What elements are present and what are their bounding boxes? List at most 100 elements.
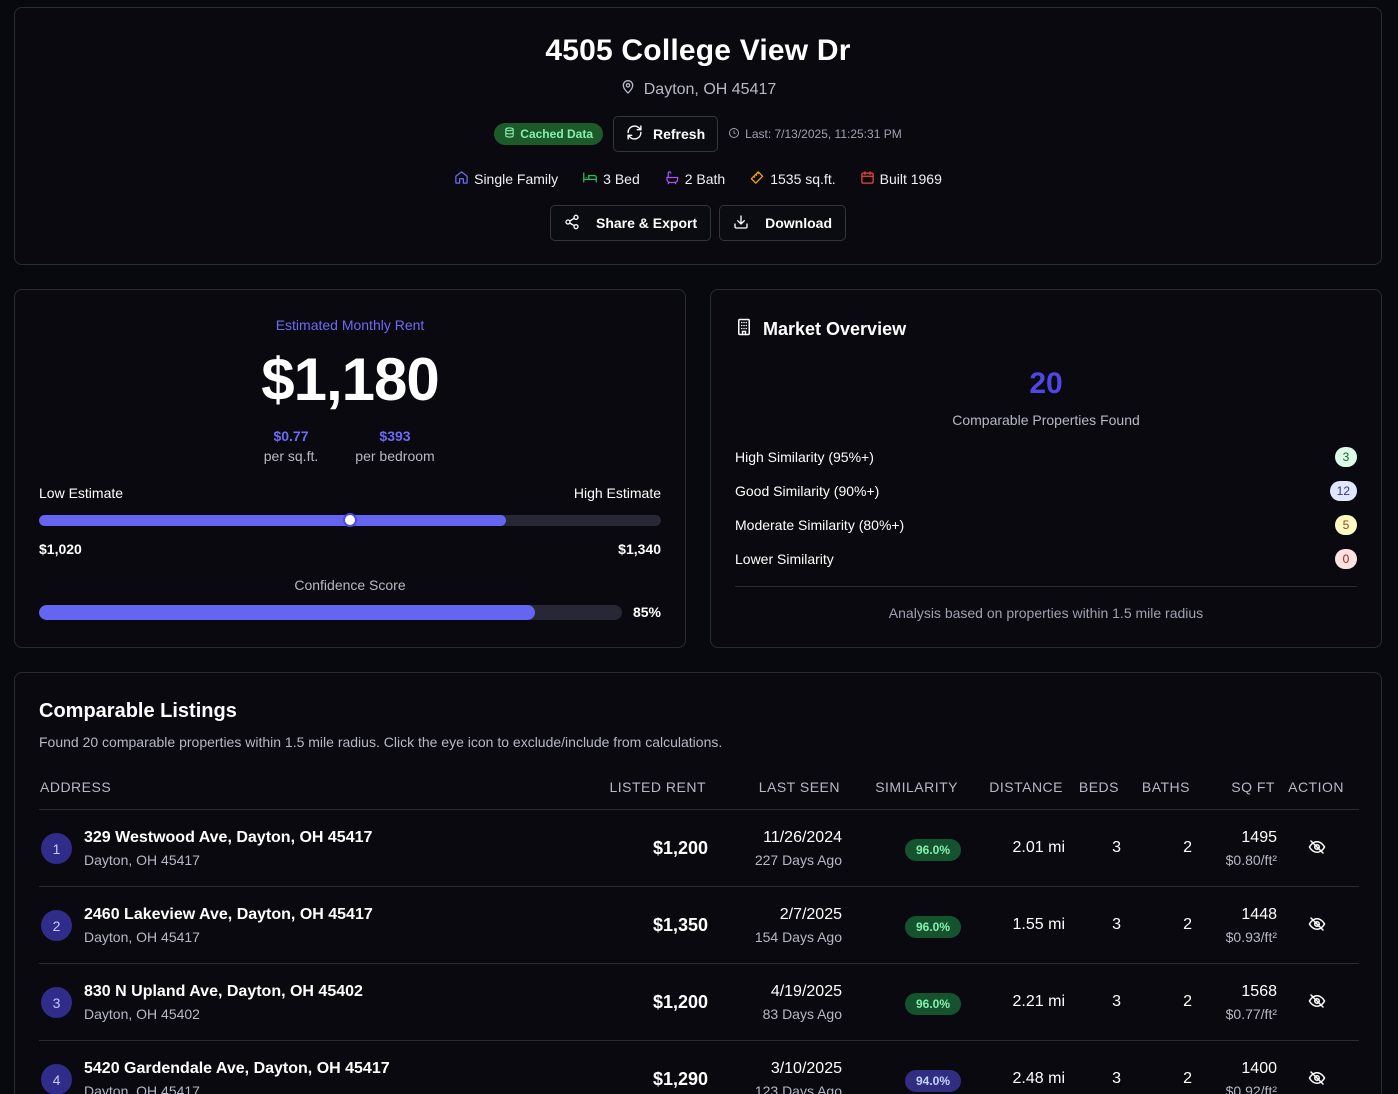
row-sqft: 1568 <box>1241 983 1277 1000</box>
row-last-seen-date: 3/10/2025 <box>770 1060 842 1077</box>
row-price-per-sqft: $0.80/ft² <box>1225 852 1277 868</box>
row-index-badge: 4 <box>41 1064 72 1094</box>
row-beds: 3 <box>1112 1070 1121 1087</box>
confidence-score-value: 85% <box>632 604 661 620</box>
download-label: Download <box>765 215 833 231</box>
similarity-tier-high: High Similarity (95%+) 3 <box>735 446 1357 468</box>
row-distance: 1.55 mi <box>1012 916 1065 933</box>
row-last-seen-date: 2/7/2025 <box>779 906 842 923</box>
tier-count-badge: 3 <box>1335 447 1357 467</box>
table-row[interactable]: 1 329 Westwood Ave, Dayton, OH 45417 Day… <box>39 810 1359 887</box>
exclude-toggle-button[interactable] <box>1307 916 1327 936</box>
exclude-toggle-button[interactable] <box>1307 1070 1327 1090</box>
row-city: Dayton, OH 45402 <box>84 1006 200 1022</box>
last-updated: Last: 7/13/2025, 11:25:31 PM <box>728 127 902 142</box>
row-distance: 2.21 mi <box>1012 993 1065 1010</box>
rent-estimate-value: $1,180 <box>261 346 440 413</box>
per-bedroom-metric: $393 per bedroom <box>345 428 445 464</box>
refresh-button[interactable]: Refresh <box>613 116 719 152</box>
row-beds: 3 <box>1112 993 1121 1010</box>
feature-sqft: 1535 sq.ft. <box>749 170 836 188</box>
market-overview-header: Market Overview <box>735 318 906 341</box>
similarity-tier-good: Good Similarity (90%+) 12 <box>735 480 1357 502</box>
row-last-seen-ago: 154 Days Ago <box>754 929 842 945</box>
row-baths: 2 <box>1183 916 1192 933</box>
eye-off-icon <box>1308 1069 1326 1092</box>
row-similarity-badge: 96.0% <box>904 993 961 1015</box>
column-header-sqft[interactable]: Sq Ft <box>1231 779 1275 795</box>
column-header-last-seen[interactable]: Last Seen <box>758 779 840 795</box>
row-address: 329 Westwood Ave, Dayton, OH 45417 <box>84 829 373 846</box>
row-distance: 2.48 mi <box>1012 1070 1065 1087</box>
eye-off-icon <box>1308 838 1326 861</box>
feature-baths-text: 2 Bath <box>684 171 726 187</box>
listings-subtitle: Found 20 comparable properties within 1.… <box>39 734 723 750</box>
exclude-toggle-button[interactable] <box>1307 839 1327 859</box>
column-header-distance[interactable]: Distance <box>989 779 1063 795</box>
tier-count-badge: 0 <box>1335 549 1357 569</box>
estimate-position-marker <box>343 513 357 527</box>
property-address-title: 4505 College View Dr <box>545 34 851 67</box>
table-row[interactable]: 4 5420 Gardendale Ave, Dayton, OH 45417 … <box>39 1041 1359 1094</box>
exclude-toggle-button[interactable] <box>1307 993 1327 1013</box>
column-header-action: Action <box>1288 779 1344 795</box>
listings-title: Comparable Listings <box>39 700 237 722</box>
table-row[interactable]: 2 2460 Lakeview Ave, Dayton, OH 45417 Da… <box>39 887 1359 964</box>
column-header-similarity[interactable]: Similarity <box>875 779 958 795</box>
row-address: 2460 Lakeview Ave, Dayton, OH 45417 <box>84 906 373 923</box>
per-sqft-label: per sq.ft. <box>263 448 319 464</box>
property-location-text: Dayton, OH 45417 <box>643 80 777 98</box>
download-icon <box>733 214 749 233</box>
per-bedroom-label: per bedroom <box>355 448 435 464</box>
confidence-score-label: Confidence Score <box>294 577 406 593</box>
row-sqft: 1448 <box>1241 906 1277 923</box>
row-city: Dayton, OH 45417 <box>84 929 200 945</box>
column-header-beds[interactable]: Beds <box>1078 779 1119 795</box>
download-button[interactable]: Download <box>719 205 847 241</box>
row-address: 5420 Gardendale Ave, Dayton, OH 45417 <box>84 1060 390 1077</box>
rent-estimate-label: Estimated Monthly Rent <box>275 317 425 333</box>
table-row[interactable]: 3 830 N Upland Ave, Dayton, OH 45402 Day… <box>39 964 1359 1041</box>
clock-icon <box>728 127 740 142</box>
estimate-range-fill <box>39 515 506 526</box>
share-export-label: Share & Export <box>595 215 698 231</box>
similarity-tier-lower: Lower Similarity 0 <box>735 548 1357 570</box>
market-analysis-note: Analysis based on properties within 1.5 … <box>888 605 1204 621</box>
tier-count-badge: 5 <box>1335 515 1357 535</box>
market-overview-title: Market Overview <box>763 319 907 339</box>
column-header-rent[interactable]: Listed Rent <box>609 779 706 795</box>
comparable-count-label: Comparable Properties Found <box>952 412 1140 428</box>
high-estimate-label: High Estimate <box>573 485 661 501</box>
feature-baths: 2 Bath <box>664 170 725 188</box>
column-header-address[interactable]: Address <box>40 779 112 795</box>
tier-label: Good Similarity (90%+) <box>735 483 880 499</box>
per-sqft-value: $0.77 <box>273 428 309 444</box>
feature-sqft-text: 1535 sq.ft. <box>770 171 836 187</box>
row-index-badge: 3 <box>41 987 72 1018</box>
tier-label: High Similarity (95%+) <box>735 449 874 465</box>
map-pin-icon <box>620 79 636 100</box>
share-export-button[interactable]: Share & Export <box>549 205 712 241</box>
confidence-bar <box>39 605 622 620</box>
refresh-icon <box>626 124 643 144</box>
row-index-badge: 1 <box>41 833 72 864</box>
column-header-baths[interactable]: Baths <box>1141 779 1190 795</box>
home-icon <box>454 170 469 188</box>
row-city: Dayton, OH 45417 <box>84 1083 200 1094</box>
header-actions: Share & Export Download <box>15 205 1381 241</box>
eye-off-icon <box>1308 915 1326 938</box>
row-baths: 2 <box>1183 993 1192 1010</box>
tier-label: Moderate Similarity (80%+) <box>735 517 905 533</box>
low-estimate-label: Low Estimate <box>39 485 124 501</box>
bath-icon <box>664 170 680 188</box>
row-price-per-sqft: $0.93/ft² <box>1225 929 1277 945</box>
cached-data-badge: Cached Data <box>494 123 603 145</box>
row-baths: 2 <box>1183 1070 1192 1087</box>
feature-type-text: Single Family <box>474 171 559 187</box>
row-listed-rent: $1,290 <box>652 1069 708 1089</box>
per-bedroom-value: $393 <box>379 428 411 444</box>
row-last-seen-ago: 227 Days Ago <box>754 852 842 868</box>
row-last-seen-date: 11/26/2024 <box>763 829 842 846</box>
row-city: Dayton, OH 45417 <box>84 852 200 868</box>
table-header-divider <box>39 809 1359 810</box>
